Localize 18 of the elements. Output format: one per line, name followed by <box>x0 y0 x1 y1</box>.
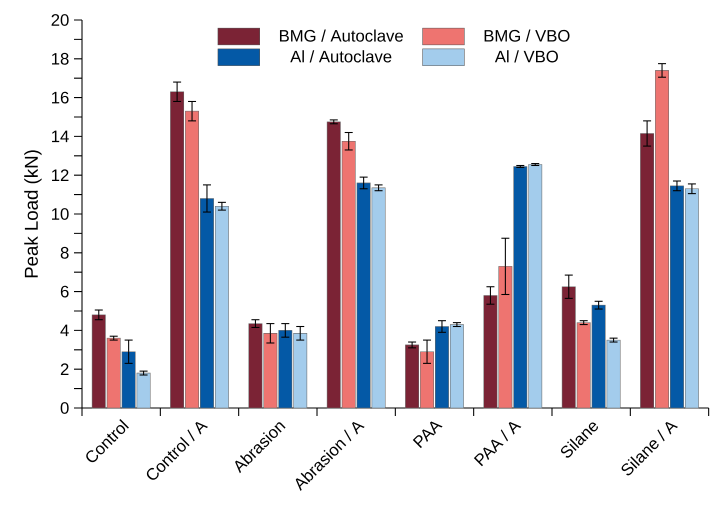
legend-label: Al / VBO <box>494 50 558 62</box>
y-tick-label: 0 <box>60 402 69 414</box>
y-tick-label: 8 <box>60 246 69 259</box>
y-axis-title: Peak Load (kN) <box>24 150 42 278</box>
y-tick-label: 2 <box>60 363 68 376</box>
legend-label: BMG / VBO <box>484 29 570 42</box>
y-tick-label: 14 <box>52 130 69 142</box>
y-tick-label: 16 <box>52 92 69 104</box>
y-tick-label: 12 <box>52 169 68 182</box>
x-tick-label: PAA <box>412 422 443 448</box>
y-tick-label: 20 <box>52 14 69 26</box>
x-tick-label: PAA / A <box>474 422 522 466</box>
y-tick-label: 4 <box>60 324 69 336</box>
legend-label: BMG / Autoclave <box>280 29 403 42</box>
y-tick-label: 6 <box>60 286 69 298</box>
y-tick-label: 18 <box>52 52 69 65</box>
legend-label: Al / Autoclave <box>290 50 392 62</box>
y-tick-label: 10 <box>52 208 69 220</box>
